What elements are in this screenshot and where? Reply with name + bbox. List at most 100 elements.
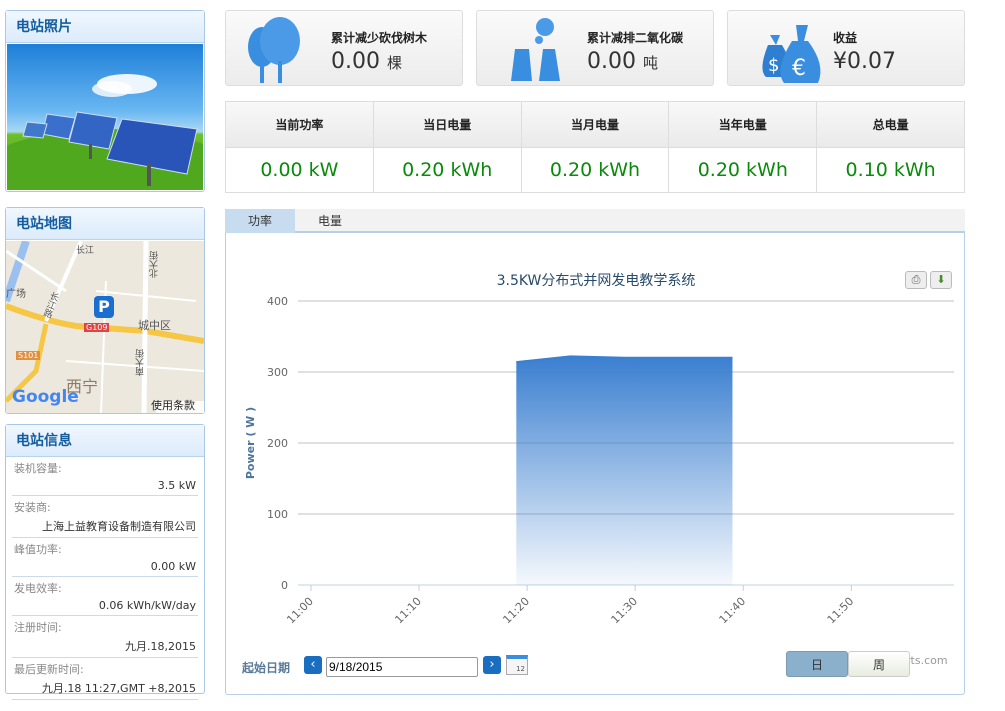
stat-cell: 当前功率 0.00 kW <box>226 102 374 192</box>
info-label: 注册时间: <box>14 621 62 634</box>
stat-label: 总电量 <box>817 102 964 148</box>
info-label: 安装商: <box>14 501 51 514</box>
chart-container: 3.5KW分布式并网发电教学系统 Power ( W ) 0 100 200 300 4… <box>225 233 965 695</box>
chart-tabs: 功率 电量 <box>225 209 965 233</box>
x-tick-label: 11:00 <box>284 595 316 627</box>
power-area <box>516 356 733 585</box>
info-row: 安装商: 上海上益教育设备制造有限公司 <box>12 496 198 538</box>
stat-value: 0.00 kW <box>260 159 339 181</box>
day-button[interactable]: 日 <box>786 651 848 677</box>
stat-cell: 当月电量 0.20 kWh <box>521 102 670 192</box>
cooling-tower-icon <box>511 18 560 81</box>
power-line <box>516 355 733 364</box>
card-title: 累计减排二氧化碳 <box>587 31 684 45</box>
power-chart: 3.5KW分布式并网发电教学系统 Power ( W ) 0 100 200 300 4… <box>244 273 954 627</box>
y-tick-label: 200 <box>267 437 288 450</box>
info-value: 3.5 kW <box>157 479 196 492</box>
info-label: 峰值功率: <box>14 543 62 556</box>
energy-stats-table: 当前功率 0.00 kW 当日电量 0.20 kWh 当月电量 0.20 kWh 当年电量 0… <box>225 101 965 193</box>
start-date-label: 起始日期 <box>242 661 291 675</box>
card-unit: 吨 <box>642 54 658 72</box>
card-value: ¥0.07 <box>833 49 896 74</box>
x-tick-label: 11:10 <box>392 595 424 627</box>
download-button[interactable]: ⬇ <box>930 271 952 289</box>
y-tick-label: 0 <box>281 579 288 592</box>
info-label: 发电效率: <box>14 582 62 595</box>
card-unit: 棵 <box>386 54 402 72</box>
card-value: 0.00 <box>587 49 636 74</box>
x-tick-label: 11:50 <box>825 595 857 627</box>
road-label: G109 <box>84 323 110 332</box>
stat-value: 0.20 kWh <box>697 159 788 181</box>
chart-title: 3.5KW分布式并网发电教学系统 <box>497 273 696 289</box>
x-tick-label: 11:40 <box>717 595 749 627</box>
stat-cell: 当日电量 0.20 kWh <box>373 102 522 192</box>
info-value: 0.00 kW <box>150 560 196 573</box>
solar-panels-image <box>7 74 203 190</box>
info-row: 最后更新时间: 九月.18 11:27,GMT +8,2015 <box>12 658 198 700</box>
y-tick-label: 300 <box>267 366 288 379</box>
google-logo: Google <box>12 387 79 407</box>
stat-label: 当前功率 <box>226 102 373 148</box>
svg-text:€: € <box>792 56 806 81</box>
stat-value: 0.20 kWh <box>402 159 493 181</box>
panel-title: 电站地图 <box>6 208 204 240</box>
map-label: 广场 <box>6 289 26 300</box>
panel-title: 电站照片 <box>6 11 204 43</box>
y-tick-label: 400 <box>267 295 288 308</box>
map[interactable]: P G109 S101 城中区 西宁 广场 长江路 北大街 南大街 长江 Goo… <box>6 241 204 413</box>
station-photo <box>7 44 203 190</box>
co2-card: 累计减排二氧化碳 0.00 吨 <box>476 10 714 86</box>
y-tick-label: 100 <box>267 508 288 521</box>
x-tick-label: 11:30 <box>609 595 641 627</box>
print-button[interactable]: ⎙ <box>905 271 927 289</box>
tab-energy[interactable]: 电量 <box>317 214 342 228</box>
info-value: 九月.18,2015 <box>125 640 196 653</box>
map-label: 长江 <box>76 246 95 256</box>
panel-title: 电站信息 <box>6 425 204 457</box>
credit-text[interactable]: rts.com <box>906 654 948 667</box>
station-map-panel: 电站地图 P G109 S101 城中区 西宁 广场 长江路 北大街 南大街 长… <box>5 207 205 414</box>
stat-cell: 总电量 0.10 kWh <box>817 102 964 192</box>
info-value: 上海上益教育设备制造有限公司 <box>42 520 196 533</box>
x-tick-label: 11:20 <box>500 595 532 627</box>
svg-text:$: $ <box>768 55 779 76</box>
parking-marker[interactable]: P <box>94 296 114 318</box>
info-value: 0.06 kWh/kW/day <box>98 599 196 612</box>
next-date-button[interactable]: › <box>483 656 501 674</box>
station-photo-panel: 电站照片 <box>5 10 205 192</box>
info-value: 九月.18 11:27,GMT +8,2015 <box>41 682 196 695</box>
info-row: 峰值功率: 0.00 kW <box>12 538 198 577</box>
stat-label: 当年电量 <box>669 102 817 148</box>
card-title: 收益 <box>833 31 858 45</box>
trees-card: 累计减少砍伐树木 0.00 棵 <box>225 10 463 86</box>
info-row: 装机容量: 3.5 kW <box>12 457 198 496</box>
y-axis-label: Power ( W ) <box>244 407 257 479</box>
money-bags-icon: $ € <box>762 25 821 83</box>
week-button[interactable]: 周 <box>848 651 910 677</box>
terms-link[interactable]: 使用条款 <box>151 399 195 412</box>
stat-label: 当日电量 <box>373 102 521 148</box>
map-label: 西宁 <box>66 377 99 396</box>
date-input[interactable] <box>326 657 478 677</box>
card-value: 0.00 <box>331 49 380 74</box>
road-label: S101 <box>16 351 41 360</box>
income-card: $ € 收益 ¥0.07 <box>727 10 965 86</box>
stat-label: 当月电量 <box>521 102 669 148</box>
info-label: 装机容量: <box>14 462 62 475</box>
info-row: 发电效率: 0.06 kWh/kW/day <box>12 577 198 616</box>
tab-power[interactable]: 功率 <box>225 209 295 233</box>
info-label: 最后更新时间: <box>14 663 84 676</box>
info-row: 注册时间: 九月.18,2015 <box>12 616 198 658</box>
station-info-panel: 电站信息 装机容量: 3.5 kW 安装商: 上海上益教育设备制造有限公司峰值功率: 0… <box>5 424 205 700</box>
calendar-icon[interactable]: 12 <box>506 655 528 675</box>
map-label: 北大街 <box>150 251 160 278</box>
map-label: 城中区 <box>138 319 171 332</box>
prev-date-button[interactable]: ‹ <box>304 656 322 674</box>
stat-value: 0.10 kWh <box>845 159 936 181</box>
stat-cell: 当年电量 0.20 kWh <box>669 102 818 192</box>
trees-icon <box>248 17 300 83</box>
stat-value: 0.20 kWh <box>549 159 641 181</box>
card-title: 累计减少砍伐树木 <box>331 31 428 45</box>
map-label: 南大街 <box>136 349 146 376</box>
